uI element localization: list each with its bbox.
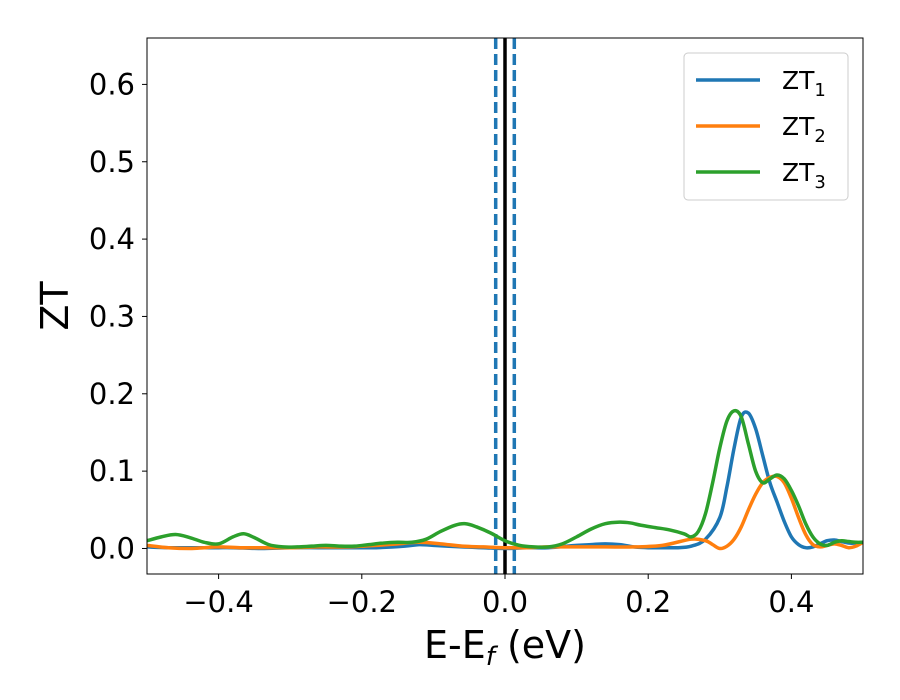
- y-tick-label: 0.5: [89, 145, 135, 179]
- x-tick-label: −0.2: [327, 585, 397, 619]
- y-tick-label: 0.3: [89, 299, 135, 333]
- legend-box: [683, 52, 849, 201]
- x-axis: −0.4 −0.2 0.0 0.2 0.4: [183, 574, 814, 619]
- x-axis-label: E-Ef (eV): [424, 623, 586, 672]
- legend-label: ZT1: [782, 66, 826, 101]
- reference-lines: [493, 38, 517, 574]
- y-axis-label: ZT: [33, 281, 77, 331]
- x-tick-label: 0.0: [482, 585, 528, 619]
- legend-label: ZT2: [782, 112, 826, 147]
- legend-label: ZT3: [782, 158, 826, 193]
- x-tick-label: 0.4: [768, 585, 814, 619]
- y-tick-label: 0.4: [89, 222, 135, 256]
- legend: ZT1 ZT2 ZT3: [683, 52, 849, 201]
- series-layer: [147, 408, 863, 551]
- x-tick-label: −0.4: [183, 585, 253, 619]
- y-axis: 0.0 0.1 0.2 0.3 0.4 0.5 0.6: [89, 67, 147, 565]
- y-tick-label: 0.2: [89, 377, 135, 411]
- y-tick-label: 0.0: [89, 531, 135, 565]
- y-tick-label: 0.1: [89, 454, 135, 488]
- y-tick-label: 0.6: [89, 67, 135, 101]
- series-line-3: [147, 408, 863, 549]
- x-tick-label: 0.2: [625, 585, 671, 619]
